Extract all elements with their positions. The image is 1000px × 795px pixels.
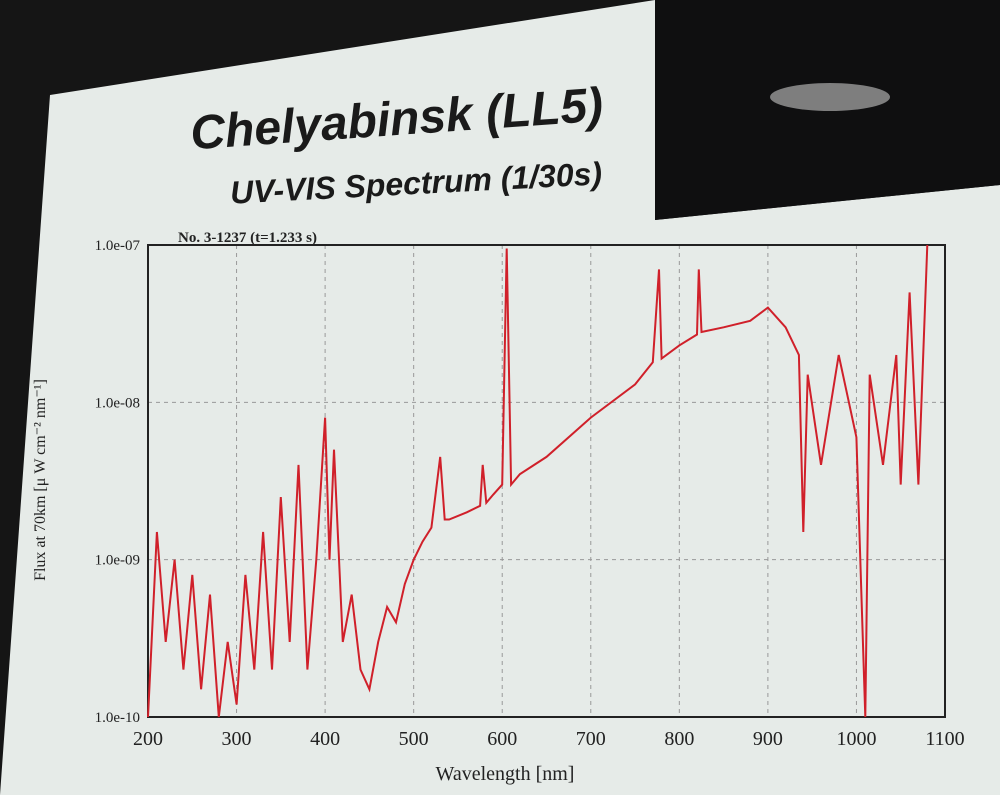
y-tick-label: 1.0e-08	[95, 395, 140, 411]
y-tick-label: 1.0e-09	[95, 553, 140, 569]
y-axis-label: Flux at 70km [μ W cm⁻² nm⁻¹]	[32, 379, 49, 581]
spectrum-line	[147, 244, 929, 718]
x-tick-label: 300	[222, 728, 252, 750]
x-axis-label: Wavelength [nm]	[436, 763, 575, 785]
x-tick-label: 400	[310, 728, 340, 750]
x-tick-label: 900	[753, 728, 783, 750]
x-tick-label: 500	[399, 728, 429, 750]
lamp-glare	[770, 83, 890, 111]
y-tick-label: 1.0e-10	[95, 710, 140, 726]
x-tick-label: 1000	[836, 728, 876, 750]
x-tick-label: 1100	[925, 728, 964, 750]
plot-frame	[147, 244, 946, 718]
chart-annotation: No. 3-1237 (t=1.233 s)	[178, 230, 317, 246]
y-tick-label: 1.0e-07	[95, 238, 141, 254]
x-tick-label: 600	[487, 728, 517, 750]
x-tick-label: 800	[664, 728, 694, 750]
x-tick-label: 200	[133, 728, 163, 750]
x-tick-label: 700	[576, 728, 606, 750]
